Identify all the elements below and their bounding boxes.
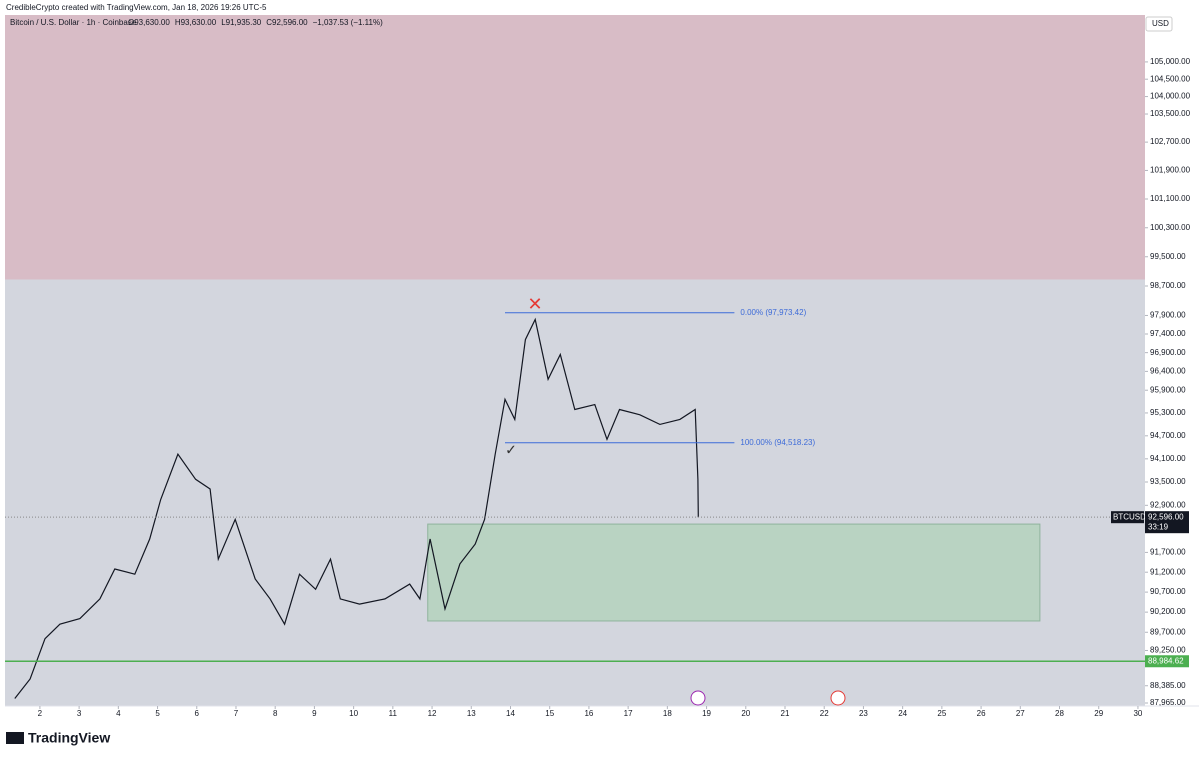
zone — [5, 15, 1145, 280]
y-tick-label: 89,700.00 — [1150, 627, 1186, 636]
price-tag-label: 92,596.00 — [1148, 512, 1184, 521]
x-tick-label: 29 — [1094, 709, 1103, 718]
y-tick-label: 99,500.00 — [1150, 252, 1186, 261]
x-tick-label: 20 — [741, 709, 750, 718]
x-tick-label: 13 — [467, 709, 476, 718]
x-tick-label: 26 — [977, 709, 986, 718]
x-tick-label: 11 — [389, 709, 398, 718]
x-marker: ✕ — [527, 294, 542, 314]
y-tick-label: 91,200.00 — [1150, 567, 1186, 576]
level-tag — [1145, 655, 1189, 668]
y-tick-label: 95,300.00 — [1150, 408, 1186, 417]
check-marker: ✓ — [505, 442, 517, 458]
y-tick-label: 94,700.00 — [1150, 431, 1186, 440]
zone — [427, 523, 1041, 622]
y-tick-label: 93,500.00 — [1150, 477, 1186, 486]
y-tick-label: 102,700.00 — [1150, 137, 1191, 146]
x-tick-label: 12 — [428, 709, 437, 718]
x-tick-label: 3 — [77, 709, 82, 718]
y-tick-label: 90,700.00 — [1150, 587, 1186, 596]
x-tick-label: 24 — [898, 709, 907, 718]
y-tick-label: 105,000.00 — [1150, 57, 1191, 66]
y-tick-label: 88,385.00 — [1150, 681, 1186, 690]
x-tick-label: 21 — [781, 709, 790, 718]
price-axis — [1145, 15, 1199, 706]
y-tick-label: 103,500.00 — [1150, 109, 1191, 118]
y-tick-label: 89,250.00 — [1150, 646, 1186, 655]
currency: USD — [1152, 19, 1169, 28]
y-tick-label: 96,400.00 — [1150, 366, 1186, 375]
symbol-tag — [1111, 511, 1144, 524]
x-tick-label: 15 — [545, 709, 554, 718]
y-tick-label: 101,900.00 — [1150, 166, 1191, 175]
y-tick-label: 98,700.00 — [1150, 281, 1186, 290]
x-tick-label: 14 — [506, 709, 515, 718]
y-tick-label: 100,300.00 — [1150, 223, 1191, 232]
y-tick-label: 95,900.00 — [1150, 385, 1186, 394]
symbol-tag-label: BTCUSD — [1113, 512, 1146, 521]
x-tick-label: 23 — [859, 709, 868, 718]
y-tick-label: 91,700.00 — [1150, 548, 1186, 557]
x-tick-label: 6 — [195, 709, 200, 718]
y-tick-label: 97,900.00 — [1150, 311, 1186, 320]
x-tick-label: 30 — [1133, 709, 1142, 718]
y-tick-label: 90,200.00 — [1150, 607, 1186, 616]
ohlc-value: H93,630.00 — [175, 18, 217, 27]
price-line — [14, 317, 699, 699]
y-tick-label: 94,100.00 — [1150, 454, 1186, 463]
y-tick-label: 104,500.00 — [1150, 74, 1191, 83]
x-tick-label: 18 — [663, 709, 672, 718]
y-tick-label: 101,100.00 — [1150, 194, 1191, 203]
x-tick-label: 25 — [937, 709, 946, 718]
event-icon[interactable] — [690, 690, 706, 706]
x-tick-label: 9 — [312, 709, 317, 718]
ohlc-value: L91,935.30 — [221, 18, 262, 27]
y-tick-label: 87,965.00 — [1150, 698, 1186, 707]
flag-icon[interactable] — [830, 690, 846, 706]
y-tick-label: 92,900.00 — [1150, 500, 1186, 509]
x-tick-label: 10 — [349, 709, 358, 718]
ohlc-value: C92,596.00 — [266, 18, 308, 27]
x-tick-label: 22 — [820, 709, 829, 718]
ohlc-value: −1,037.53 (−1.11%) — [313, 18, 383, 27]
symbol-title: Bitcoin / U.S. Dollar · 1h · Coinbase — [10, 18, 137, 27]
fib-label: 0.00% (97,973.42) — [740, 308, 806, 317]
x-tick-label: 16 — [584, 709, 593, 718]
ohlc-value: O93,630.00 — [128, 18, 170, 27]
footer-logo: TradingView — [28, 730, 110, 746]
header: CredibleCrypto created with TradingView.… — [6, 3, 267, 12]
logo-icon — [6, 732, 24, 744]
price-tag — [1145, 511, 1189, 534]
level-tag-label: 88,984.62 — [1148, 656, 1184, 665]
x-tick-label: 8 — [273, 709, 278, 718]
x-tick-label: 2 — [38, 709, 43, 718]
x-tick-label: 4 — [116, 709, 121, 718]
countdown: 33:19 — [1148, 522, 1169, 531]
y-tick-label: 96,900.00 — [1150, 348, 1186, 357]
y-tick-label: 104,000.00 — [1150, 92, 1191, 101]
x-tick-label: 27 — [1016, 709, 1025, 718]
x-tick-label: 7 — [234, 709, 239, 718]
x-tick-label: 5 — [155, 709, 160, 718]
x-tick-label: 19 — [702, 709, 711, 718]
x-tick-label: 17 — [624, 709, 633, 718]
currency-box[interactable] — [1145, 16, 1173, 32]
fib-label: 100.00% (94,518.23) — [740, 438, 815, 447]
x-tick-label: 28 — [1055, 709, 1064, 718]
y-tick-label: 97,400.00 — [1150, 329, 1186, 338]
